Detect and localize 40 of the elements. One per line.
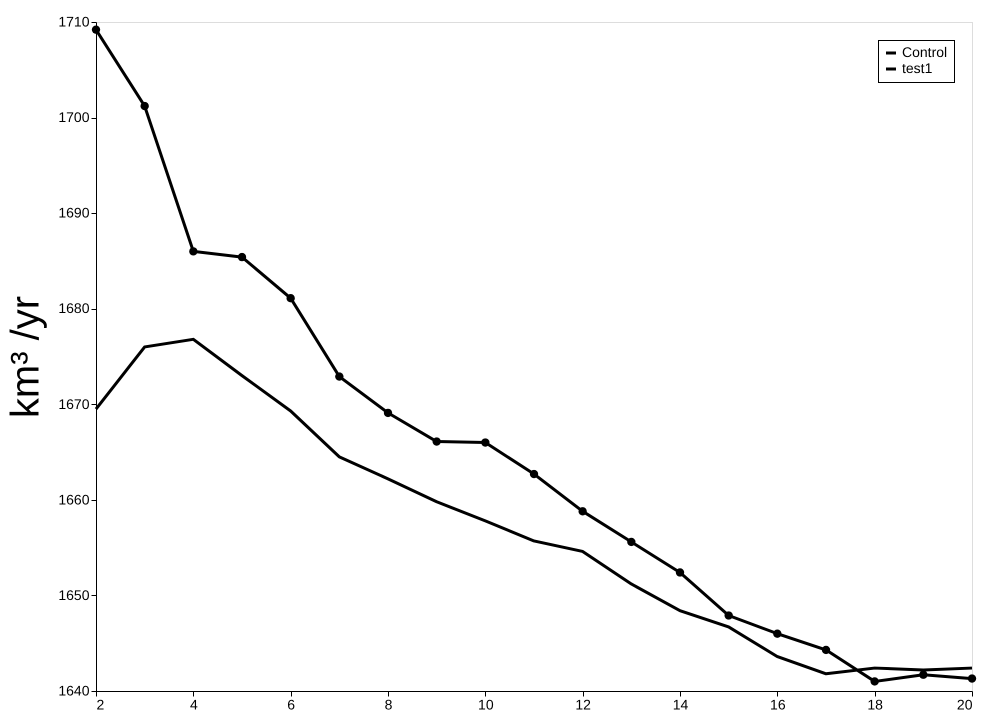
legend-label: Control	[902, 44, 948, 60]
y-tick-label: 1710	[58, 14, 90, 30]
point	[335, 372, 344, 381]
x-tick-label: 6	[287, 696, 296, 712]
y-axis-title: km³ /yr	[3, 296, 48, 418]
x-tick-label: 2	[96, 696, 104, 712]
y-tick-label: 1640	[58, 682, 90, 698]
point	[432, 437, 441, 446]
x-tick-label: 12	[575, 696, 592, 712]
x-tick-label: 4	[190, 696, 198, 712]
point	[822, 646, 830, 654]
x-tick-label: 16	[770, 696, 786, 712]
x-tick-label: 18	[867, 696, 884, 712]
point	[92, 25, 100, 34]
y-tick-label: 1700	[58, 109, 90, 126]
legend-label: test1	[902, 60, 933, 76]
point	[724, 611, 733, 620]
x-tick-label: 10	[478, 696, 494, 712]
point	[578, 507, 587, 516]
point	[481, 438, 490, 447]
point	[189, 247, 198, 256]
y-tick-label: 1660	[58, 491, 90, 508]
y-tick-label: 1680	[58, 300, 90, 316]
x-tick-label: 20	[956, 696, 973, 712]
point	[384, 408, 392, 418]
y-tick-label: 1690	[58, 204, 90, 221]
x-tick-label: 14	[672, 696, 688, 712]
point	[919, 670, 928, 679]
point	[870, 677, 879, 686]
point	[530, 470, 538, 478]
point	[968, 674, 976, 683]
point	[286, 294, 295, 302]
y-tick-label: 1650	[58, 586, 90, 603]
point	[773, 629, 782, 638]
x-tick-label: 8	[384, 696, 393, 712]
point	[238, 252, 246, 262]
point	[627, 538, 636, 546]
point	[676, 568, 684, 577]
y-tick-label: 1670	[58, 396, 90, 412]
point	[140, 102, 149, 110]
